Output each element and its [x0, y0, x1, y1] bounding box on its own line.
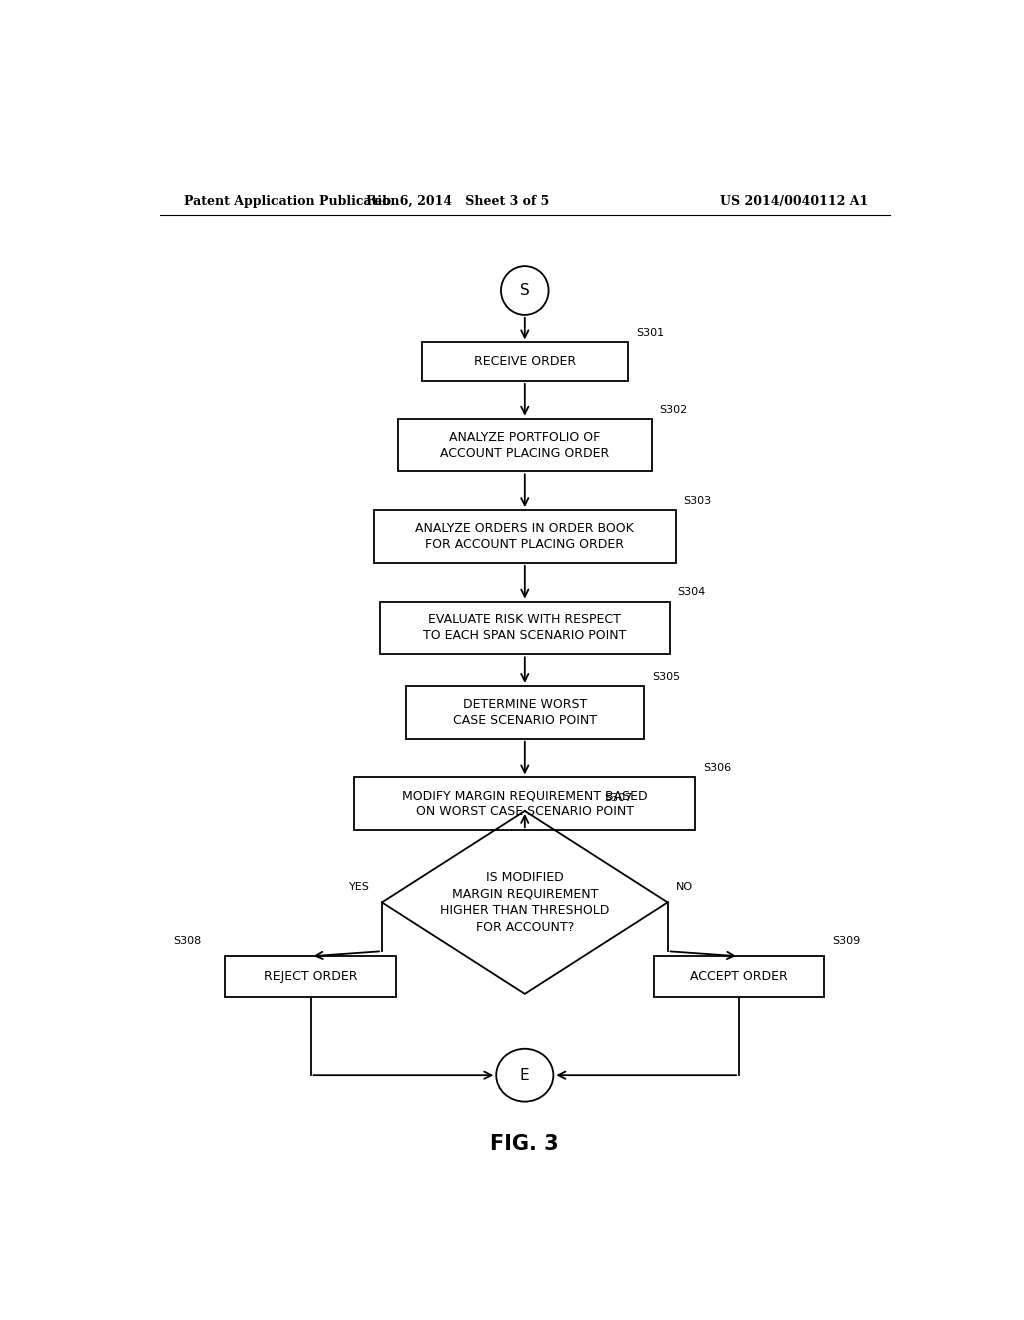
Text: NO: NO [676, 882, 692, 892]
Text: S305: S305 [652, 672, 680, 682]
FancyBboxPatch shape [397, 418, 651, 471]
FancyBboxPatch shape [406, 686, 644, 739]
Text: Feb. 6, 2014   Sheet 3 of 5: Feb. 6, 2014 Sheet 3 of 5 [366, 194, 549, 207]
Text: REJECT ORDER: REJECT ORDER [264, 970, 357, 983]
FancyBboxPatch shape [653, 956, 824, 997]
Text: S308: S308 [174, 936, 202, 946]
Text: YES: YES [349, 882, 370, 892]
Text: S: S [520, 282, 529, 298]
Text: ANALYZE PORTFOLIO OF
ACCOUNT PLACING ORDER: ANALYZE PORTFOLIO OF ACCOUNT PLACING ORD… [440, 430, 609, 459]
Text: ANALYZE ORDERS IN ORDER BOOK
FOR ACCOUNT PLACING ORDER: ANALYZE ORDERS IN ORDER BOOK FOR ACCOUNT… [416, 521, 634, 550]
Text: RECEIVE ORDER: RECEIVE ORDER [474, 355, 575, 368]
Ellipse shape [497, 1049, 553, 1102]
Text: S309: S309 [833, 936, 860, 946]
Text: Patent Application Publication: Patent Application Publication [183, 194, 399, 207]
FancyBboxPatch shape [354, 777, 695, 830]
Text: EVALUATE RISK WITH RESPECT
TO EACH SPAN SCENARIO POINT: EVALUATE RISK WITH RESPECT TO EACH SPAN … [423, 614, 627, 643]
Text: S301: S301 [636, 329, 664, 338]
Text: S303: S303 [684, 496, 712, 506]
Text: S302: S302 [659, 404, 688, 414]
Text: S307: S307 [604, 793, 633, 803]
FancyBboxPatch shape [374, 510, 676, 562]
FancyBboxPatch shape [225, 956, 396, 997]
FancyBboxPatch shape [422, 342, 628, 381]
FancyBboxPatch shape [380, 602, 670, 655]
Text: S306: S306 [703, 763, 731, 774]
Text: IS MODIFIED
MARGIN REQUIREMENT
HIGHER THAN THRESHOLD
FOR ACCOUNT?: IS MODIFIED MARGIN REQUIREMENT HIGHER TH… [440, 871, 609, 933]
Text: MODIFY MARGIN REQUIREMENT BASED
ON WORST CASE SCENARIO POINT: MODIFY MARGIN REQUIREMENT BASED ON WORST… [402, 789, 647, 818]
Text: ACCEPT ORDER: ACCEPT ORDER [690, 970, 787, 983]
Text: US 2014/0040112 A1: US 2014/0040112 A1 [721, 194, 868, 207]
Text: E: E [520, 1068, 529, 1082]
Text: FIG. 3: FIG. 3 [490, 1134, 559, 1154]
Text: S304: S304 [678, 587, 706, 598]
Text: DETERMINE WORST
CASE SCENARIO POINT: DETERMINE WORST CASE SCENARIO POINT [453, 698, 597, 727]
Ellipse shape [501, 267, 549, 315]
